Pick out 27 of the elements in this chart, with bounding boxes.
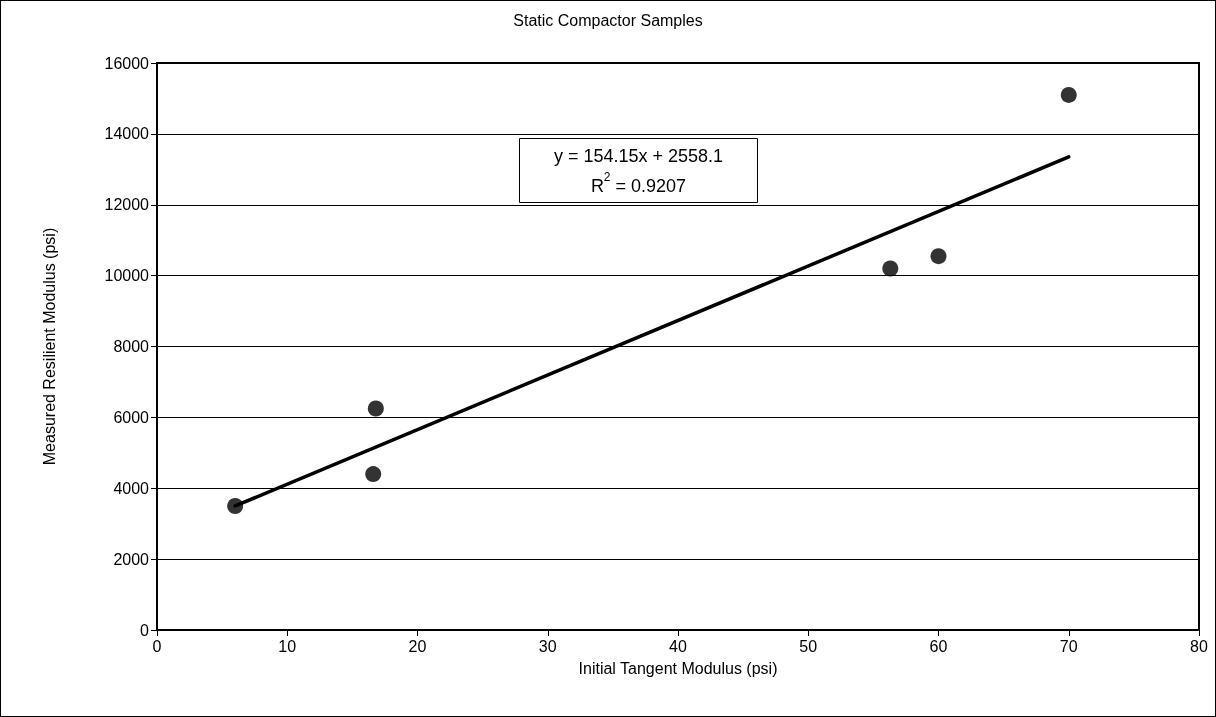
point (882, 260, 899, 277)
point (1060, 86, 1077, 103)
y-tick-label: 8000 (113, 338, 150, 355)
chart-title: Static Compactor Samples (513, 11, 703, 29)
x-tick-label: 40 (669, 637, 687, 655)
y-tick-label: 10000 (104, 267, 150, 285)
x-tick-label: 20 (408, 637, 427, 655)
y-tick-label: 0 (140, 621, 150, 639)
y-tick-label: 6000 (113, 408, 150, 426)
point (930, 248, 947, 265)
x-tick-label: 0 (152, 637, 162, 655)
annotation: y = 154.15x + 2558.1 (553, 145, 724, 166)
y-axis-title: Measured Resilient Modulus (psi) (40, 227, 58, 466)
x-tick-label: 50 (799, 637, 818, 655)
x-tick-label: 30 (538, 637, 557, 655)
y-tick-label: 12000 (104, 196, 150, 214)
y-tick-label: 16000 (104, 54, 150, 72)
point (365, 466, 382, 483)
x-tick-label: 80 (1190, 637, 1208, 655)
x-axis-title: Initial Tangent Modulus (psi) (578, 659, 778, 677)
x-tick-label: 70 (1059, 637, 1078, 655)
y-tick-label: 4000 (113, 479, 150, 497)
x-tick-label: 60 (929, 637, 948, 655)
y-tick-label: 2000 (113, 550, 150, 568)
y-tick-label: 14000 (104, 125, 150, 143)
point (367, 400, 384, 417)
x-tick-label: 10 (278, 637, 297, 655)
